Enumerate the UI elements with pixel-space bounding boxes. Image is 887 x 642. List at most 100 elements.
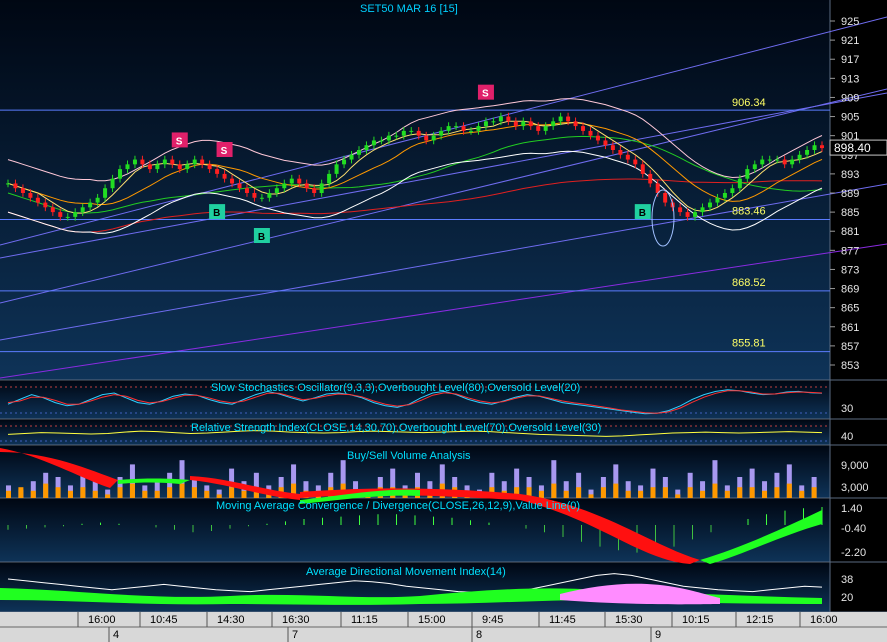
sell-volume-bar xyxy=(762,490,768,498)
candle-body xyxy=(80,207,85,213)
candle-body xyxy=(797,154,802,160)
indicator-title: Buy/Sell Volume Analysis xyxy=(347,450,471,462)
candle-body xyxy=(685,212,690,217)
candle-body xyxy=(573,121,578,127)
axis-background xyxy=(830,420,887,445)
indicator-title: Relative Strength Index(CLOSE,14,30,70),… xyxy=(191,422,601,434)
moving-average-fast xyxy=(7,120,823,214)
buy-volume-bar xyxy=(625,481,631,498)
sell-volume-bar xyxy=(737,487,743,498)
candle-body xyxy=(155,164,160,170)
sell-volume-bar xyxy=(229,487,235,498)
last-price-label: 898.40 xyxy=(834,141,871,155)
trend-channel-line xyxy=(0,88,887,304)
sell-signal-marker xyxy=(171,132,188,148)
buy-volume-bar xyxy=(613,464,619,498)
stochastic-line xyxy=(7,389,823,415)
buy-volume-bar xyxy=(687,472,693,498)
candle-body xyxy=(140,159,145,165)
sell-volume-bar xyxy=(154,490,160,498)
candle-body xyxy=(752,164,757,170)
candle-body xyxy=(469,130,474,132)
sell-volume-bar xyxy=(18,487,24,498)
candle-body xyxy=(767,159,772,161)
sell-volume-bar xyxy=(216,494,222,498)
sell-volume-bar xyxy=(774,487,780,498)
candle-body xyxy=(379,140,384,142)
buy-volume-bar xyxy=(786,464,792,498)
highlight-ellipse xyxy=(651,189,675,247)
candle-body xyxy=(259,197,264,199)
candle-body xyxy=(222,173,227,179)
price-tick-label: 873 xyxy=(841,264,859,276)
bollinger-upper xyxy=(7,98,823,182)
candle-body xyxy=(289,178,294,184)
sell-volume-bar xyxy=(43,483,49,498)
candle-body xyxy=(640,164,645,174)
signal-label: B xyxy=(258,232,265,243)
candle-body xyxy=(775,159,780,161)
panel-background xyxy=(0,499,830,562)
price-tick-label: 877 xyxy=(841,245,859,257)
candle-body xyxy=(820,145,824,149)
sell-volume-bar xyxy=(204,490,210,498)
sell-volume-bar xyxy=(291,483,297,498)
buy-volume-bar xyxy=(501,481,507,498)
buy-volume-bar xyxy=(340,460,346,498)
candle-body xyxy=(625,154,630,160)
date-label: 8 xyxy=(476,629,482,641)
candle-body xyxy=(215,169,220,174)
candle-body xyxy=(244,188,249,193)
trend-channel-line xyxy=(0,183,887,341)
axis-background xyxy=(830,381,887,419)
sell-volume-bar xyxy=(167,487,173,498)
buy-volume-bar xyxy=(588,489,594,498)
sell-volume-bar xyxy=(105,494,111,498)
price-tick-label: 885 xyxy=(841,207,859,219)
candle-body xyxy=(282,183,287,189)
sell-volume-bar xyxy=(80,487,86,498)
price-tick-label: 917 xyxy=(841,54,859,66)
candle-body xyxy=(13,183,18,189)
candle-body xyxy=(125,164,130,170)
sell-volume-bar xyxy=(526,487,532,498)
candle-body xyxy=(297,178,302,184)
candle-body xyxy=(118,169,123,179)
buy-volume-bar xyxy=(762,481,768,498)
buy-volume-bar xyxy=(328,472,334,498)
price-tick-label: 893 xyxy=(841,169,859,181)
sell-signal-marker xyxy=(216,142,233,157)
sell-volume-bar xyxy=(191,487,197,498)
sell-volume-bar xyxy=(749,487,755,498)
price-tick-label: 869 xyxy=(841,284,859,296)
buy-volume-bar xyxy=(216,489,222,498)
sell-volume-bar xyxy=(712,483,718,498)
candle-body xyxy=(364,145,369,150)
candle-body xyxy=(707,202,712,208)
buy-volume-bar xyxy=(712,460,718,498)
candle-body xyxy=(20,188,25,193)
sell-volume-bar xyxy=(638,490,644,498)
moving-average-long xyxy=(7,178,823,233)
last-price-box xyxy=(829,139,887,156)
buy-volume-bar xyxy=(749,468,755,498)
candle-body xyxy=(551,121,556,127)
candle-body xyxy=(65,216,70,218)
candle-body xyxy=(147,164,152,170)
candle-body xyxy=(483,121,488,127)
sell-signal-marker xyxy=(477,84,494,100)
candle-body xyxy=(700,207,705,213)
volume-trend-band xyxy=(118,478,190,484)
candle-body xyxy=(715,197,720,203)
candle-body xyxy=(603,140,608,146)
candle-body xyxy=(790,159,795,165)
buy-volume-bar xyxy=(253,472,259,498)
rsi-tick-label: 40 xyxy=(841,431,853,443)
signal-label: B xyxy=(213,208,220,219)
price-tick-label: 857 xyxy=(841,341,859,353)
macd-tick-label: -0.40 xyxy=(841,523,866,535)
candle-body xyxy=(737,178,742,189)
sell-volume-bar xyxy=(600,487,606,498)
buy-volume-bar xyxy=(675,489,681,498)
